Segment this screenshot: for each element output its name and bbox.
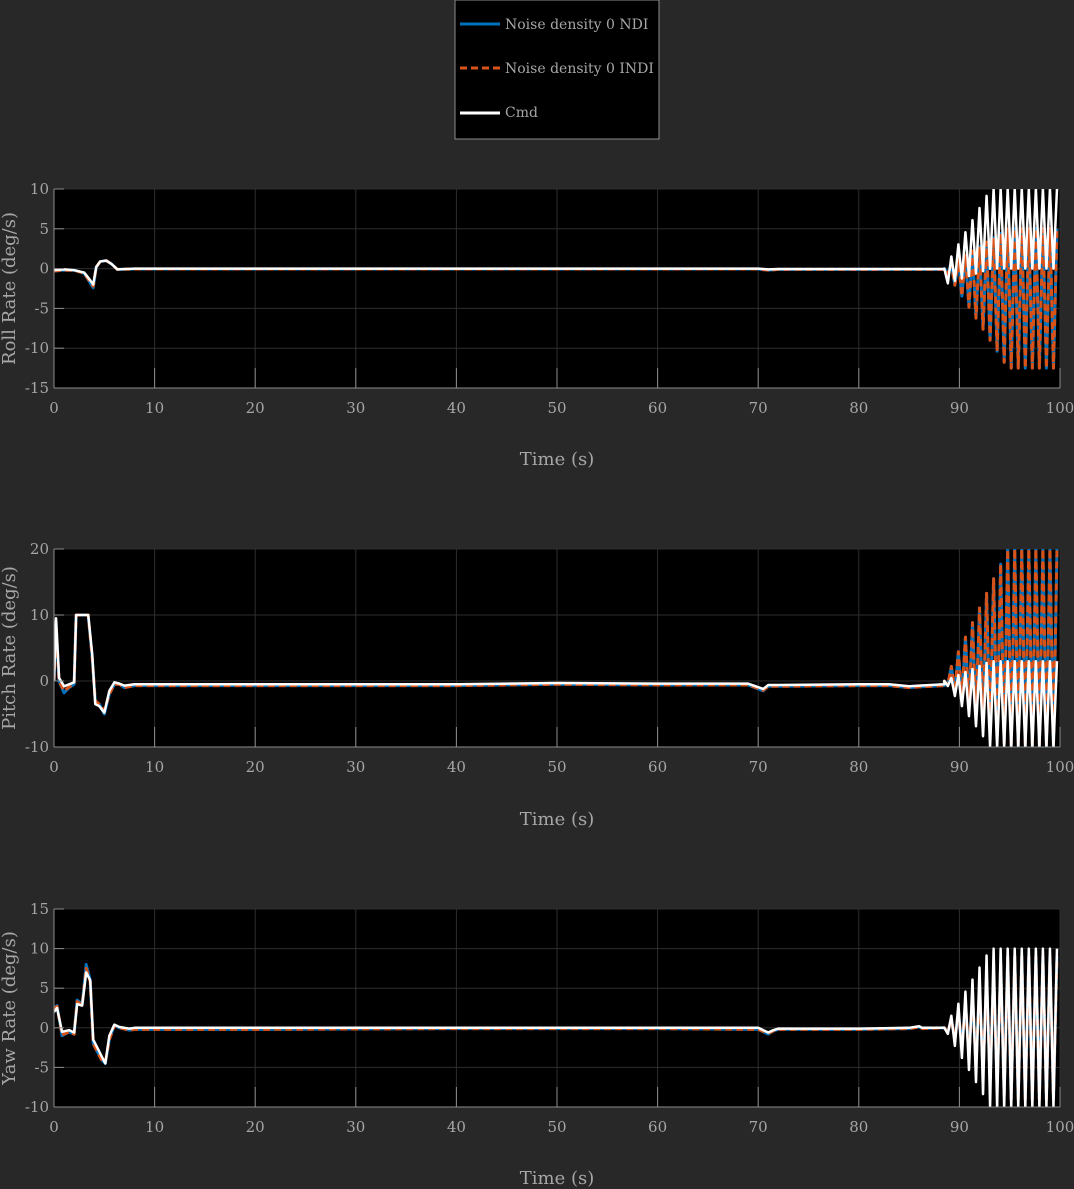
y-tick-label: 0: [39, 260, 49, 278]
y-tick-label: 0: [39, 1019, 49, 1037]
x-tick-label: 90: [950, 399, 969, 417]
x-tick-label: 50: [547, 758, 566, 776]
x-tick-label: 70: [749, 1118, 768, 1136]
x-tick-label: 30: [346, 399, 365, 417]
x-tick-label: 30: [346, 758, 365, 776]
x-tick-label: 90: [950, 1118, 969, 1136]
y-tick-label: -5: [34, 299, 49, 317]
x-tick-label: 50: [547, 1118, 566, 1136]
x-tick-label: 60: [648, 758, 667, 776]
x-tick-label: 50: [547, 399, 566, 417]
y-axis-label: Yaw Rate (deg/s): [0, 931, 20, 1086]
y-tick-label: 0: [39, 672, 49, 690]
legend-label-ndi: Noise density 0 NDI: [505, 17, 648, 33]
y-tick-label: 10: [30, 606, 49, 624]
series-line-cmd: [54, 189, 1059, 286]
y-tick-label: -10: [25, 339, 49, 357]
legend-label-indi: Noise density 0 INDI: [505, 61, 654, 77]
y-tick-label: 5: [39, 220, 49, 238]
y-tick-label: 15: [30, 900, 49, 918]
y-tick-label: -15: [25, 379, 49, 397]
legend-label-cmd: Cmd: [505, 105, 538, 121]
x-tick-label: 60: [648, 1118, 667, 1136]
y-tick-label: -5: [34, 1058, 49, 1076]
x-tick-label: 60: [648, 399, 667, 417]
x-tick-label: 40: [447, 1118, 466, 1136]
x-tick-label: 100: [1046, 1118, 1074, 1136]
x-tick-label: 80: [849, 1118, 868, 1136]
series-line-cmd: [54, 613, 1059, 747]
x-tick-label: 80: [849, 758, 868, 776]
x-tick-label: 90: [950, 758, 969, 776]
x-tick-label: 10: [145, 399, 164, 417]
series-line-cmd: [54, 947, 1059, 1107]
y-tick-label: -10: [25, 738, 49, 756]
x-tick-label: 10: [145, 1118, 164, 1136]
x-tick-label: 10: [145, 758, 164, 776]
x-axis-label: Time (s): [520, 449, 595, 470]
x-axis-label: Time (s): [520, 1168, 595, 1189]
x-tick-label: 20: [246, 1118, 265, 1136]
x-tick-label: 20: [246, 399, 265, 417]
x-tick-label: 0: [49, 1118, 59, 1136]
x-tick-label: 80: [849, 399, 868, 417]
x-tick-label: 0: [49, 399, 59, 417]
y-tick-label: 10: [30, 940, 49, 958]
x-tick-label: 100: [1046, 758, 1074, 776]
legend: Noise density 0 NDI Noise density 0 INDI…: [454, 0, 660, 140]
y-tick-label: 10: [30, 180, 49, 198]
y-tick-label: 5: [39, 979, 49, 997]
x-tick-label: 30: [346, 1118, 365, 1136]
x-axis-label: Time (s): [520, 809, 595, 830]
y-axis-label: Pitch Rate (deg/s): [0, 566, 20, 730]
x-tick-label: 0: [49, 758, 59, 776]
x-tick-label: 70: [749, 399, 768, 417]
x-tick-label: 40: [447, 758, 466, 776]
x-tick-label: 40: [447, 399, 466, 417]
x-tick-label: 20: [246, 758, 265, 776]
x-tick-label: 70: [749, 758, 768, 776]
y-tick-label: -10: [25, 1098, 49, 1116]
y-tick-label: 20: [30, 540, 49, 558]
y-axis-label: Roll Rate (deg/s): [0, 212, 20, 365]
x-tick-label: 100: [1046, 399, 1074, 417]
